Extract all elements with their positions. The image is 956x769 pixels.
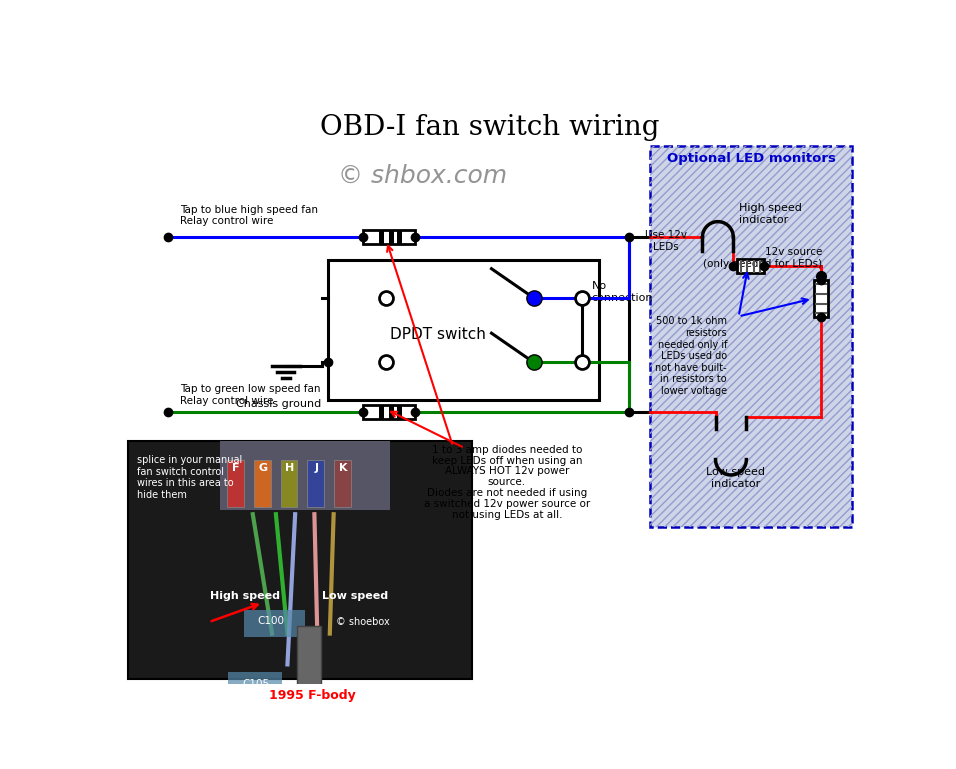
- Text: K: K: [339, 463, 348, 473]
- Bar: [737, 259, 764, 273]
- Bar: [280, 461, 297, 507]
- Text: Tap to blue high speed fan
Relay control wire: Tap to blue high speed fan Relay control…: [180, 205, 317, 226]
- Text: a switched 12v power source or: a switched 12v power source or: [424, 499, 590, 509]
- Bar: [228, 672, 282, 695]
- Text: Optional LED monitors: Optional LED monitors: [666, 152, 836, 165]
- Bar: [389, 405, 394, 419]
- Text: F: F: [232, 463, 240, 473]
- Bar: [128, 441, 472, 679]
- Text: G: G: [258, 463, 268, 473]
- Bar: [297, 626, 320, 718]
- Text: J: J: [315, 463, 318, 473]
- Text: source.: source.: [488, 478, 526, 488]
- Bar: [244, 611, 305, 638]
- Text: 1 to 3 amp diodes needed to: 1 to 3 amp diodes needed to: [432, 445, 582, 455]
- Bar: [650, 146, 852, 528]
- Bar: [363, 230, 415, 244]
- Bar: [253, 461, 271, 507]
- Bar: [221, 441, 390, 511]
- Text: C105: C105: [242, 678, 270, 689]
- Text: No
connection: No connection: [592, 281, 653, 303]
- Bar: [398, 405, 402, 419]
- Bar: [389, 230, 394, 244]
- Text: Low speed: Low speed: [322, 591, 388, 601]
- Text: High speed: High speed: [210, 591, 280, 601]
- Bar: [363, 405, 415, 419]
- Text: © shbox.com: © shbox.com: [337, 164, 507, 188]
- Text: High speed
indicator: High speed indicator: [739, 203, 802, 225]
- Bar: [335, 461, 352, 507]
- Text: © shoebox: © shoebox: [336, 617, 390, 627]
- Bar: [398, 230, 402, 244]
- Text: ALWAYS HOT 12v power: ALWAYS HOT 12v power: [445, 467, 569, 477]
- Text: splice in your manual
fan switch control
wires in this area to
hide them: splice in your manual fan switch control…: [138, 455, 243, 500]
- Text: 1995 F-body: 1995 F-body: [270, 689, 357, 701]
- Text: 12v source
(only needed for LEDs): 12v source (only needed for LEDs): [704, 247, 822, 268]
- Text: OBD-I fan switch wiring: OBD-I fan switch wiring: [320, 114, 660, 141]
- Bar: [815, 280, 828, 317]
- Bar: [308, 461, 324, 507]
- Text: Low speed
indicator: Low speed indicator: [706, 468, 765, 489]
- Text: 500 to 1k ohm
resistors
needed only if
LEDs used do
not have built-
in resistors: 500 to 1k ohm resistors needed only if L…: [656, 316, 728, 396]
- Text: Chassis ground: Chassis ground: [235, 399, 321, 409]
- Bar: [379, 405, 383, 419]
- Text: C100: C100: [257, 615, 285, 625]
- Text: not using LEDs at all.: not using LEDs at all.: [451, 510, 562, 520]
- Text: Diodes are not needed if using: Diodes are not needed if using: [426, 488, 587, 498]
- Text: Use 12v
LEDs: Use 12v LEDs: [644, 230, 686, 251]
- Text: keep LEDs off when using an: keep LEDs off when using an: [432, 456, 582, 466]
- Bar: [328, 260, 599, 401]
- Text: DPDT switch: DPDT switch: [390, 327, 486, 341]
- Text: Tap to green low speed fan
Relay control wire: Tap to green low speed fan Relay control…: [180, 384, 320, 406]
- Text: H: H: [285, 463, 294, 473]
- Bar: [650, 146, 852, 528]
- Bar: [379, 230, 383, 244]
- Bar: [227, 461, 244, 507]
